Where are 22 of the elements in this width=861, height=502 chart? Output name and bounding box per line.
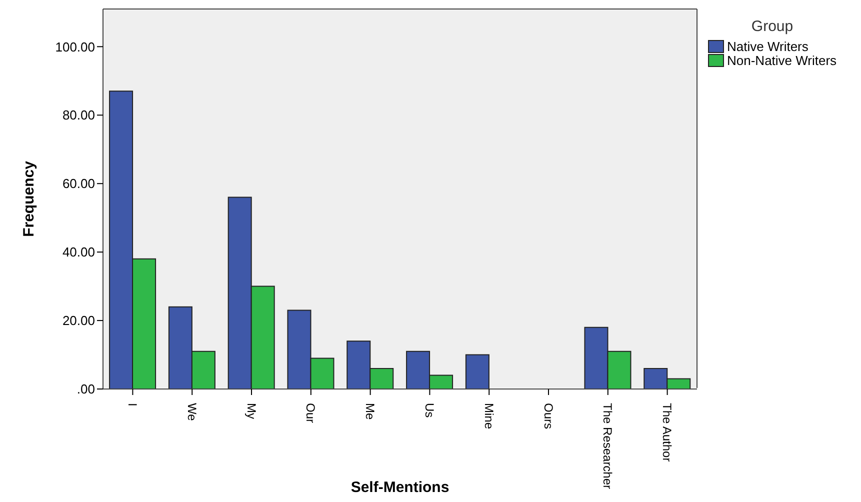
x-tick-label: I: [126, 403, 140, 406]
x-tick-label: Our: [304, 403, 318, 424]
y-tick-label: 100.00: [55, 39, 95, 54]
y-axis-title: Frequency: [20, 160, 38, 237]
y-tick-label: 80.00: [62, 108, 95, 123]
y-tick-label: 40.00: [62, 244, 95, 260]
x-tick-label: Ours: [541, 403, 556, 430]
x-tick-label: The Author: [660, 403, 674, 462]
x-tick-label: Me: [363, 403, 378, 420]
y-tick-label: 60.00: [62, 176, 95, 192]
x-tick-label: Us: [422, 403, 436, 418]
x-axis-title: Self-Mentions: [350, 479, 450, 496]
x-tick-label: My: [244, 403, 258, 419]
legend-label: Non-Native Writers: [727, 52, 837, 68]
bar: [465, 354, 490, 389]
y-tick-label: .00: [76, 382, 95, 397]
x-tick-label: We: [184, 403, 199, 422]
legend-label: Native Writers: [727, 38, 808, 54]
x-tick-label: Mine: [482, 403, 496, 430]
x-tick-label: The Researcher: [600, 403, 615, 490]
legend-title: Group: [750, 18, 794, 35]
y-tick-label: 20.00: [62, 313, 95, 328]
